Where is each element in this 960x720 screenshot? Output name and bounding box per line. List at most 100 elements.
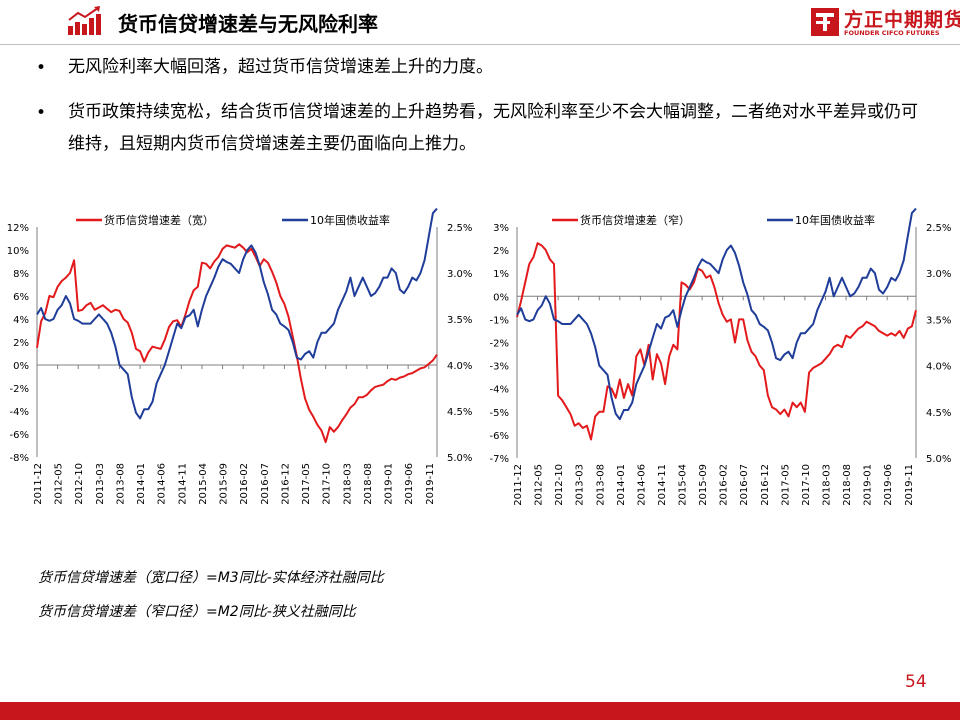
left-axis-tick-label: 8% bbox=[13, 269, 29, 280]
x-axis-tick-label: 2016-02 bbox=[239, 463, 250, 505]
right-axis-tick-label: 5.0% bbox=[447, 453, 472, 464]
left-axis-tick-label: -4% bbox=[490, 385, 509, 396]
x-axis-tick-label: 2016-02 bbox=[719, 464, 730, 506]
left-axis-tick-label: 2% bbox=[13, 338, 29, 349]
x-axis-tick-label: 2019-01 bbox=[384, 463, 395, 505]
right-axis-tick-label: 3.0% bbox=[926, 269, 951, 280]
left-axis-tick-label: 2% bbox=[493, 246, 509, 257]
left-axis-tick-label: 4% bbox=[13, 315, 29, 326]
page-number: 54 bbox=[905, 672, 927, 692]
x-axis-tick-label: 2019-06 bbox=[404, 463, 415, 505]
x-axis-tick-label: 2013-03 bbox=[575, 464, 586, 506]
left-axis-tick-label: 12% bbox=[7, 223, 29, 234]
left-axis-tick-label: 0% bbox=[493, 292, 509, 303]
x-axis-tick-label: 2011-12 bbox=[513, 464, 524, 506]
logo-mark-icon bbox=[811, 8, 839, 36]
x-axis-tick-label: 2018-08 bbox=[842, 464, 853, 506]
x-axis-tick-label: 2019-11 bbox=[425, 463, 436, 505]
legend-label: 10年国债收益率 bbox=[795, 213, 875, 227]
series-line-spread bbox=[36, 243, 438, 444]
x-axis-tick-label: 2017-05 bbox=[301, 463, 312, 505]
bullet-text-1: 无风险利率大幅回落，超过货币信贷增速差上升的力度。 bbox=[68, 57, 493, 77]
chart-broad-spread-vs-yield: 12% 10% 8% 6% 4% 2% 0% -2% -4% -6% -8% 2.5% 3.0% 3.5%… bbox=[7, 207, 472, 505]
x-axis-tick-label: 2017-10 bbox=[322, 463, 333, 505]
bullet-text-2: 货币政策持续宽松，结合货币信贷增速差的上升趋势看，无风险利率至少不会大幅调整，二… bbox=[68, 102, 918, 154]
x-axis-tick-label: 2019-01 bbox=[863, 464, 874, 506]
x-axis-tick-label: 2019-11 bbox=[904, 464, 915, 506]
right-axis-tick-label: 4.5% bbox=[447, 407, 472, 418]
left-axis-tick-label: 3% bbox=[493, 223, 509, 234]
definition-note-broad: 货币信贷增速差（宽口径）=M3同比-实体经济社融同比 bbox=[38, 570, 384, 586]
legend-label: 货币信贷增速差（窄） bbox=[580, 213, 690, 227]
right-axis-tick-label: 3.0% bbox=[447, 269, 472, 280]
bullet-marker: • bbox=[36, 103, 47, 123]
left-axis-tick-label: 10% bbox=[7, 246, 29, 257]
right-axis-tick-label: 4.0% bbox=[926, 362, 951, 373]
left-axis-tick-label: -3% bbox=[490, 362, 509, 373]
x-axis-tick-label: 2015-04 bbox=[678, 464, 689, 506]
x-axis-tick-label: 2018-03 bbox=[822, 464, 833, 506]
left-axis-tick-label: -8% bbox=[10, 453, 29, 464]
left-axis-tick-label: -5% bbox=[490, 408, 509, 419]
x-axis-tick-label: 2012-05 bbox=[534, 464, 545, 506]
x-axis-tick-label: 2019-06 bbox=[883, 464, 894, 506]
logo-chinese-name: 方正中期期货 bbox=[844, 9, 960, 31]
chart-narrow-spread-vs-yield: 3% 2% 1% 0% -1% -2% -3% -4% -5% -6% -7% 2.5% 3.0% 3.5… bbox=[490, 207, 951, 506]
series-line-bond-yield bbox=[516, 207, 917, 421]
definition-note-narrow: 货币信贷增速差（窄口径）=M2同比-狭义社融同比 bbox=[38, 604, 356, 620]
left-axis-tick-label: -7% bbox=[490, 454, 509, 465]
series-line-bond-yield bbox=[36, 207, 438, 420]
bar-chart-growth-icon bbox=[68, 6, 101, 35]
x-axis-tick-label: 2018-03 bbox=[342, 463, 353, 505]
left-axis-tick-label: -6% bbox=[490, 431, 509, 442]
left-axis-tick-label: -4% bbox=[10, 407, 29, 418]
footer-bar bbox=[0, 702, 960, 720]
x-axis-tick-label: 2015-04 bbox=[198, 463, 209, 505]
series-line-spread bbox=[516, 242, 917, 441]
right-axis-tick-label: 4.5% bbox=[926, 408, 951, 419]
x-axis-tick-label: 2016-07 bbox=[260, 463, 271, 505]
x-axis-tick-label: 2011-12 bbox=[33, 463, 44, 505]
left-axis-tick-label: -2% bbox=[10, 384, 29, 395]
x-axis-tick-label: 2014-11 bbox=[177, 463, 188, 505]
x-axis-tick-label: 2013-08 bbox=[595, 464, 606, 506]
right-axis-tick-label: 3.5% bbox=[447, 315, 472, 326]
x-axis-tick-label: 2018-08 bbox=[363, 463, 374, 505]
legend-label: 货币信贷增速差（宽） bbox=[104, 213, 214, 227]
left-axis-tick-label: -6% bbox=[10, 430, 29, 441]
right-axis-tick-label: 4.0% bbox=[447, 361, 472, 372]
x-axis-tick-label: 2013-03 bbox=[95, 463, 106, 505]
bullet-marker: • bbox=[36, 58, 47, 78]
legend-label: 10年国债收益率 bbox=[310, 213, 390, 227]
x-axis-tick-label: 2016-12 bbox=[760, 464, 771, 506]
left-axis-tick-label: -1% bbox=[490, 315, 509, 326]
right-axis-tick-label: 2.5% bbox=[926, 223, 951, 234]
x-axis-tick-label: 2017-10 bbox=[801, 464, 812, 506]
x-axis-tick-label: 2016-12 bbox=[280, 463, 291, 505]
x-axis-tick-label: 2016-07 bbox=[739, 464, 750, 506]
x-axis-tick-label: 2012-10 bbox=[74, 463, 85, 505]
slide-title: 货币信贷增速差与无风险利率 bbox=[118, 12, 378, 36]
x-axis-tick-label: 2014-01 bbox=[616, 464, 627, 506]
x-axis-tick-label: 2015-09 bbox=[219, 463, 230, 505]
left-axis-tick-label: 0% bbox=[13, 361, 29, 372]
logo-english-name: FOUNDER CIFCO FUTURES bbox=[844, 29, 940, 37]
x-axis-tick-label: 2014-06 bbox=[157, 463, 168, 505]
x-axis-tick-label: 2017-05 bbox=[780, 464, 791, 506]
x-axis-tick-label: 2014-06 bbox=[636, 464, 647, 506]
x-axis-tick-label: 2012-10 bbox=[554, 464, 565, 506]
right-axis-tick-label: 5.0% bbox=[926, 454, 951, 465]
left-axis-tick-label: 6% bbox=[13, 292, 29, 303]
x-axis-tick-label: 2014-01 bbox=[136, 463, 147, 505]
x-axis-tick-label: 2014-11 bbox=[657, 464, 668, 506]
x-axis-tick-label: 2012-05 bbox=[54, 463, 65, 505]
right-axis-tick-label: 3.5% bbox=[926, 315, 951, 326]
company-logo: 方正中期期货 FOUNDER CIFCO FUTURES bbox=[810, 7, 960, 41]
title-divider bbox=[0, 44, 960, 45]
x-axis-tick-label: 2015-09 bbox=[698, 464, 709, 506]
left-axis-tick-label: -2% bbox=[490, 339, 509, 350]
title-bar: 货币信贷增速差与无风险利率 方正中期期货 FOUNDER CIFCO FUTUR… bbox=[0, 0, 960, 44]
left-axis-tick-label: 1% bbox=[493, 269, 509, 280]
right-axis-tick-label: 2.5% bbox=[447, 223, 472, 234]
x-axis-tick-label: 2013-08 bbox=[115, 463, 126, 505]
